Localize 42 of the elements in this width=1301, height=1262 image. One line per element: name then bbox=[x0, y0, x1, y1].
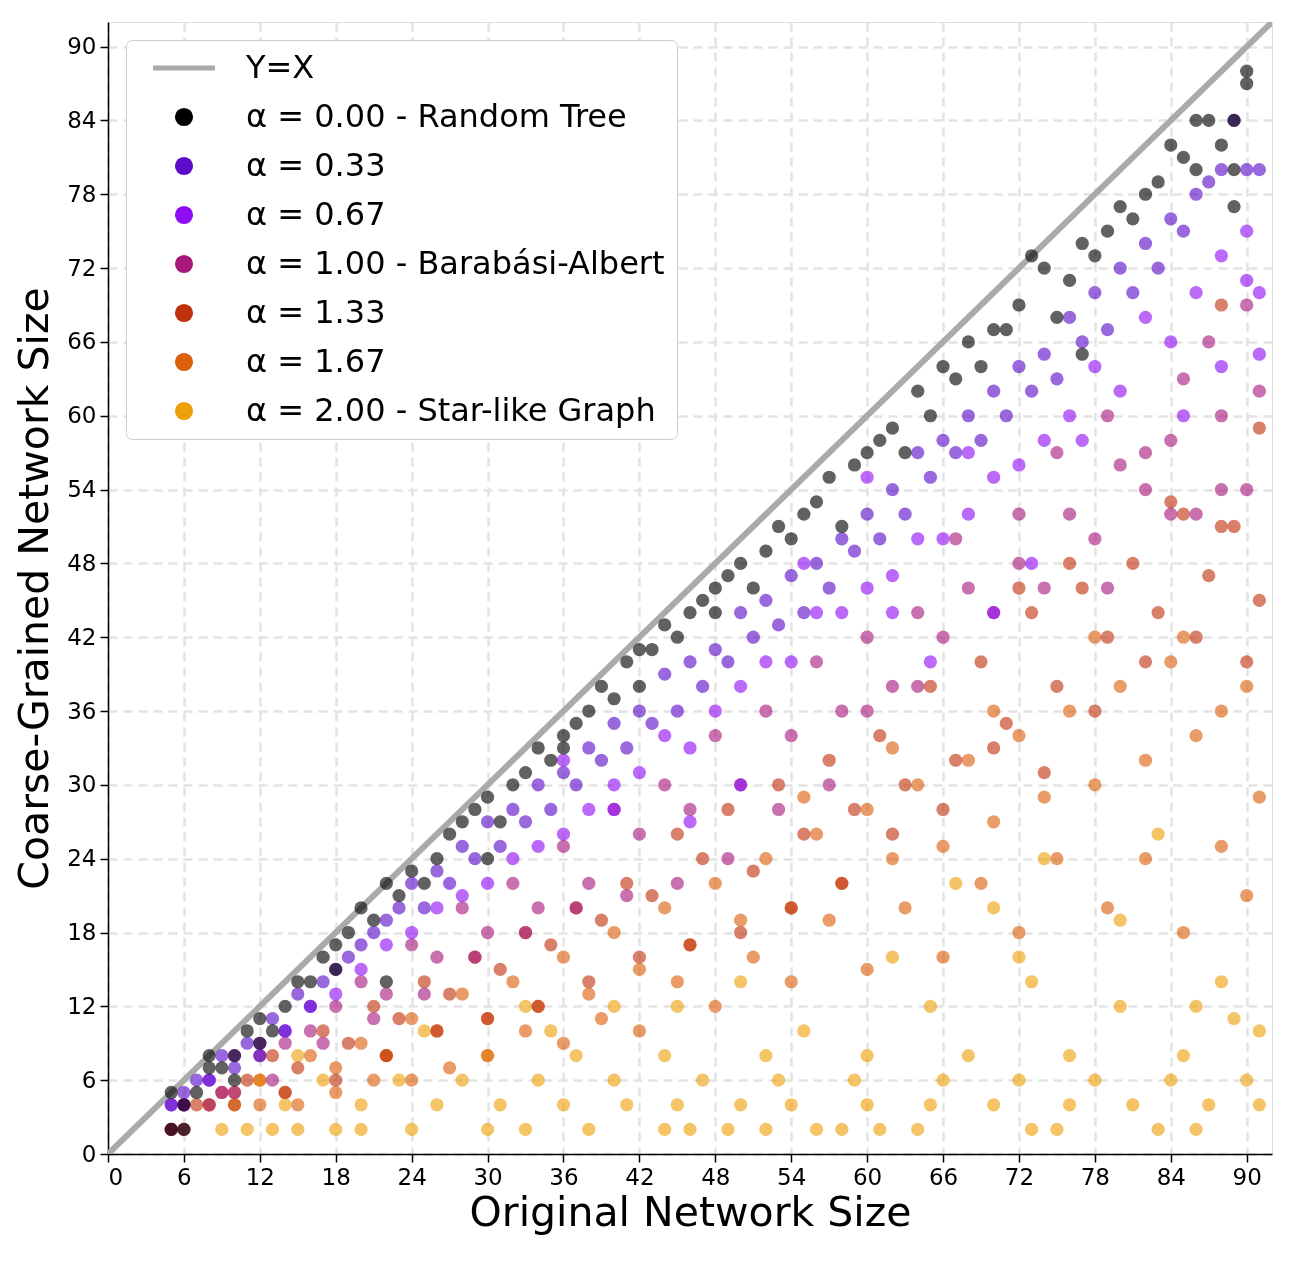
y-tick-label: 30 bbox=[67, 771, 97, 798]
legend-label: α = 2.00 - Star-like Graph bbox=[246, 391, 656, 429]
x-tick-label: 84 bbox=[1156, 1163, 1186, 1190]
x-tick-label: 12 bbox=[245, 1163, 275, 1190]
legend-label: α = 1.00 - Barabási-Albert bbox=[246, 244, 665, 282]
x-tick-label: 0 bbox=[108, 1163, 124, 1190]
y-tick-label: 36 bbox=[67, 697, 97, 724]
x-tick-label: 60 bbox=[852, 1163, 883, 1190]
y-tick-label: 42 bbox=[67, 623, 97, 650]
x-axis-title: Original Network Size bbox=[469, 1187, 912, 1236]
x-tick-label: 90 bbox=[1232, 1163, 1262, 1190]
legend-label: α = 0.33 bbox=[246, 146, 386, 184]
y-tick-label: 0 bbox=[81, 1140, 97, 1167]
legend-label: α = 1.33 bbox=[246, 293, 386, 331]
y-tick-label: 54 bbox=[67, 476, 97, 503]
x-tick-label: 48 bbox=[701, 1163, 731, 1190]
y-tick-label: 24 bbox=[67, 845, 97, 872]
x-tick-label: 66 bbox=[928, 1163, 959, 1190]
x-tick-label: 78 bbox=[1080, 1163, 1111, 1190]
y-tick-label: 78 bbox=[67, 180, 97, 207]
x-tick-label: 72 bbox=[1004, 1163, 1035, 1190]
legend-label: α = 1.67 bbox=[246, 342, 386, 380]
y-tick-label: 66 bbox=[67, 328, 97, 355]
y-tick-label: 90 bbox=[67, 33, 97, 60]
y-tick-label: 84 bbox=[67, 106, 97, 133]
y-tick-label: 12 bbox=[67, 992, 97, 1019]
legend-label: Y=X bbox=[245, 48, 315, 86]
x-tick-label: 36 bbox=[549, 1163, 579, 1190]
y-tick-label: 60 bbox=[67, 402, 97, 429]
y-tick-label: 48 bbox=[67, 549, 97, 576]
x-tick-label: 54 bbox=[777, 1163, 807, 1190]
x-tick-label: 24 bbox=[397, 1163, 427, 1190]
legend-label: α = 0.67 bbox=[246, 195, 386, 233]
x-tick-label: 6 bbox=[177, 1163, 192, 1190]
x-tick-label: 42 bbox=[625, 1163, 655, 1190]
y-tick-label: 72 bbox=[67, 254, 97, 281]
y-tick-label: 18 bbox=[67, 919, 97, 946]
y-axis-title: Coarse-Grained Network Size bbox=[10, 287, 59, 890]
y-tick-label: 6 bbox=[81, 1066, 97, 1093]
x-tick-label: 30 bbox=[473, 1163, 503, 1190]
legend-label: α = 0.00 - Random Tree bbox=[246, 97, 627, 135]
x-tick-label: 18 bbox=[321, 1163, 351, 1190]
